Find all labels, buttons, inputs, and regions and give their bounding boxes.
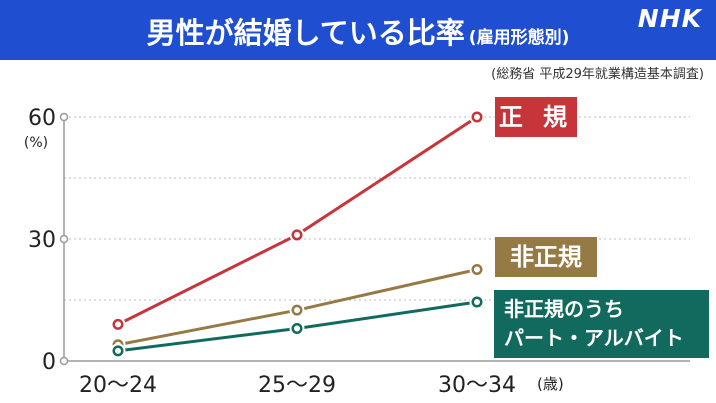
tick-labels: 0 30 60 (%) 20〜24 25〜29 30〜34 (歳) — [24, 106, 564, 398]
data-point-center — [294, 325, 300, 332]
y-tick-label: 0 — [42, 350, 56, 375]
series-label-part-time-line2: パート・アルバイト — [504, 326, 684, 350]
y-tick-mark — [59, 234, 69, 244]
data-point-center — [474, 114, 480, 120]
x-tick-label: 25〜29 — [258, 373, 336, 398]
x-unit-label: (歳) — [537, 375, 564, 393]
y-unit-label: (%) — [24, 135, 48, 151]
y-tick-mark — [59, 356, 69, 366]
data-point-center — [474, 299, 480, 306]
series-label-part-time: 非正規のうち パート・アルバイト — [494, 290, 709, 358]
title-subtitle: (雇用形態別) — [468, 28, 570, 48]
series-label-part-time-line1: 非正規のうち — [504, 297, 624, 321]
data-point-center — [294, 307, 300, 314]
axes — [59, 112, 690, 366]
header-bar: 男性が結婚している比率 (雇用形態別) NHK — [0, 0, 716, 60]
source-note: (総務省 平成29年就業構造基本調査) — [491, 67, 704, 82]
nhk-logo: NHK — [637, 4, 702, 33]
data-point-center — [294, 231, 300, 238]
series-label-regular: 正 規 — [495, 97, 577, 137]
y-tick-mark — [59, 112, 69, 122]
data-point-center — [115, 321, 121, 328]
title-main: 男性が結婚している比率 — [146, 16, 465, 50]
x-tick-label: 30〜34 — [438, 373, 516, 398]
y-tick-label: 60 — [28, 106, 56, 131]
data-point-center — [474, 266, 480, 273]
page-title: 男性が結婚している比率 (雇用形態別) — [0, 10, 716, 52]
series-line-regular — [117, 115, 478, 326]
y-tick-label: 30 — [28, 228, 56, 253]
series-lines — [110, 109, 485, 359]
x-tick-label: 20〜24 — [79, 373, 157, 398]
series-label-non-regular: 非正規 — [495, 237, 597, 277]
data-point-center — [115, 347, 121, 354]
